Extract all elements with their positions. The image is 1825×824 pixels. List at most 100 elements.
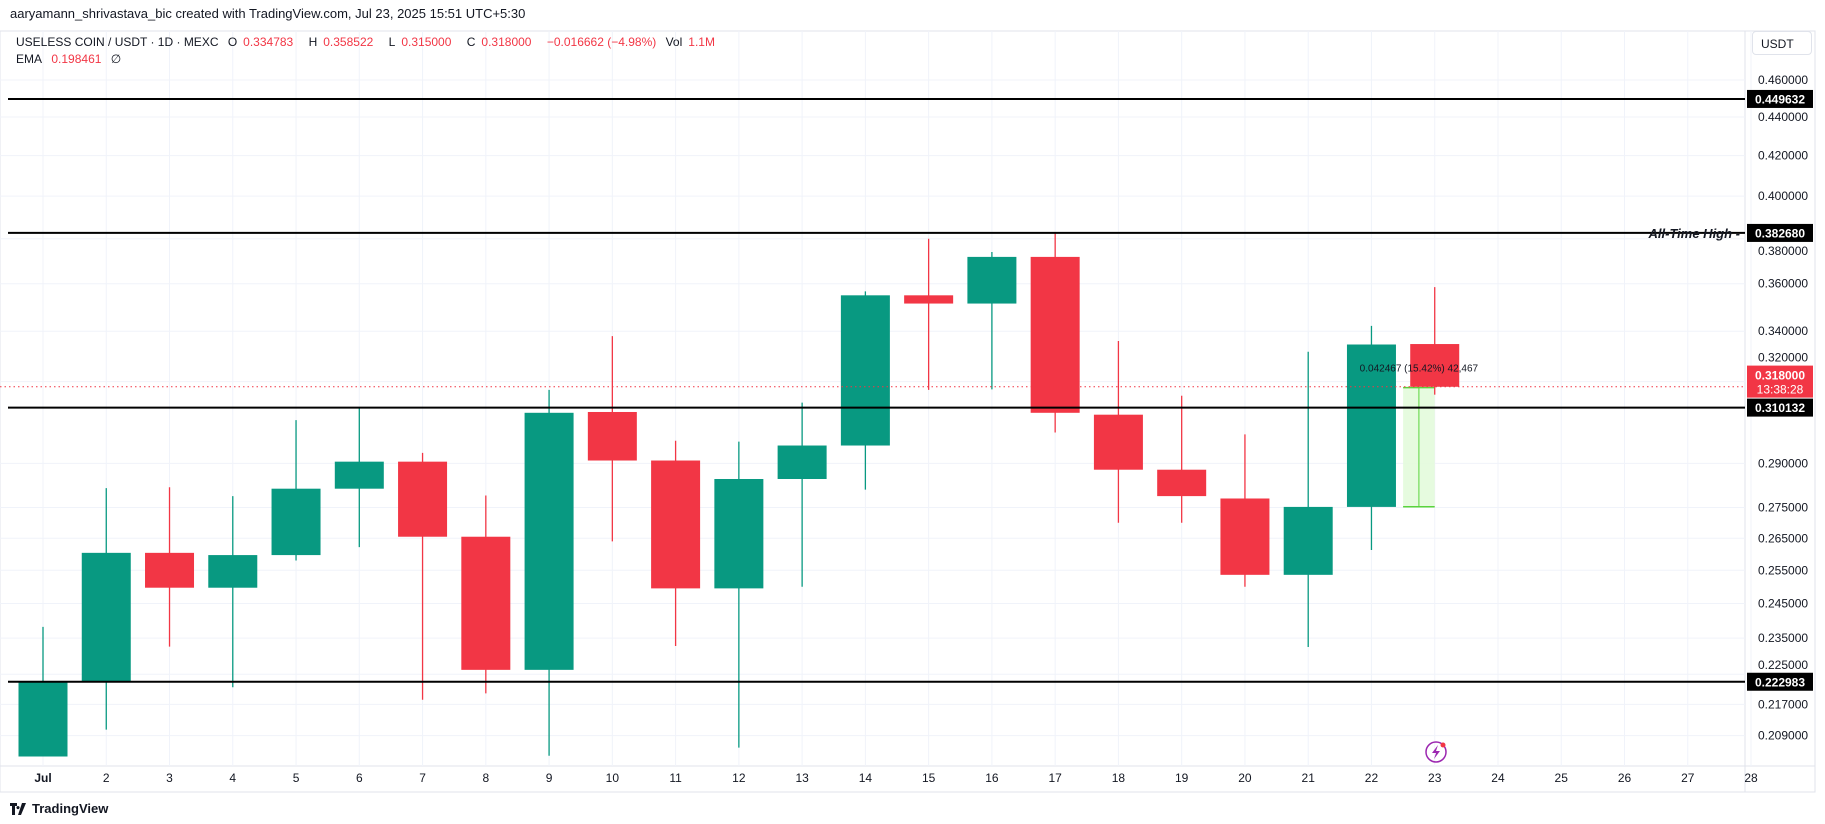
candle-body (524, 412, 574, 670)
volume-label: Vol (665, 35, 683, 49)
open-label: O (227, 35, 238, 49)
y-tick-label: 0.320000 (1758, 351, 1808, 365)
x-tick-label: 23 (1428, 771, 1442, 785)
level-price-tag (1747, 672, 1813, 691)
x-tick-label: 17 (1048, 771, 1062, 785)
open-value: O 0.334783 (228, 35, 299, 49)
y-tick-label: 0.440000 (1758, 110, 1808, 124)
x-tick-label: 19 (1175, 771, 1189, 785)
candle-body (651, 460, 701, 589)
level-price-tag (1747, 89, 1813, 108)
chart-attribution: aaryamann_shrivastava_bic created with T… (10, 6, 526, 21)
candle-body (587, 411, 637, 461)
x-tick-label: 22 (1365, 771, 1379, 785)
candle-body (1030, 256, 1080, 413)
candle-body (1410, 344, 1460, 387)
candle-body (145, 552, 195, 588)
low-label: L (388, 35, 396, 49)
candle-body (398, 461, 448, 537)
x-tick-label: 12 (732, 771, 746, 785)
countdown-label: 13:38:28 (1757, 383, 1804, 397)
x-tick-label: 7 (419, 771, 426, 785)
level-price-tag (1747, 398, 1813, 417)
candle-body (1346, 344, 1396, 507)
x-tick-label: 25 (1555, 771, 1569, 785)
symbol-title[interactable]: USELESS COIN / USDT · 1D · MEXC (16, 35, 219, 49)
x-tick-label: 11 (669, 771, 682, 785)
candle-body (904, 295, 954, 304)
chart-frame (0, 30, 1816, 793)
candle-body (714, 478, 764, 589)
y-tick-label: 0.360000 (1758, 277, 1808, 291)
ema-row[interactable]: EMA 0.198461 ∅ (16, 51, 727, 68)
x-tick-label: 18 (1112, 771, 1126, 785)
x-tick-label: 15 (922, 771, 936, 785)
low-number: 0.315000 (401, 35, 452, 49)
x-tick-label: 8 (482, 771, 489, 785)
y-tick-label: 0.225000 (1758, 658, 1808, 672)
open-number: 0.334783 (243, 35, 294, 49)
x-tick-label: 6 (356, 771, 363, 785)
y-tick-label: 0.380000 (1758, 244, 1808, 258)
volume-number: 1.1M (688, 35, 715, 49)
y-tick-label: 0.290000 (1758, 456, 1808, 470)
y-tick-label: 0.255000 (1758, 563, 1808, 577)
ohlc-row: USELESS COIN / USDT · 1D · MEXC O 0.33478… (16, 34, 727, 51)
footer-brand-name: TradingView (32, 801, 109, 816)
lightning-icon (1432, 745, 1440, 759)
x-tick-label: Jul (34, 771, 51, 785)
candle-body (18, 682, 68, 757)
x-tick-label: 14 (859, 771, 873, 785)
candle-body (840, 295, 890, 446)
level-price-label: 0.222983 (1755, 675, 1805, 689)
candle-body (81, 552, 131, 683)
x-tick-label: 21 (1302, 771, 1316, 785)
candle-body (334, 461, 384, 489)
x-tick-label: 26 (1618, 771, 1632, 785)
x-tick-label: 10 (606, 771, 620, 785)
x-tick-label: 3 (166, 771, 173, 785)
y-tick-label: 0.209000 (1758, 729, 1808, 743)
y-tick-label: 0.235000 (1758, 631, 1808, 645)
candle-body (271, 488, 321, 556)
x-tick-label: 4 (229, 771, 236, 785)
ema-label: EMA (16, 52, 43, 66)
footer-brand: TradingView (10, 801, 108, 816)
close-value: C 0.318000 (467, 35, 538, 49)
y-tick-label: 0.460000 (1758, 73, 1808, 87)
y-tick-label: 0.420000 (1758, 149, 1808, 163)
candle-body (777, 445, 827, 479)
all-time-high-label: All-Time High - (1648, 226, 1740, 241)
candle-body (461, 536, 511, 670)
x-tick-label: 24 (1491, 771, 1505, 785)
y-tick-label: 0.217000 (1758, 697, 1808, 711)
candle-body (208, 555, 258, 588)
low-value: L 0.315000 (389, 35, 458, 49)
ema-hidden-icon[interactable]: ∅ (110, 52, 122, 66)
x-tick-label: 16 (985, 771, 999, 785)
change-value: −0.016662 (−4.98%) (546, 35, 657, 49)
ema-value: 0.198461 (51, 52, 102, 66)
measure-label: 0.042467 (15.42%) 42,467 (1360, 364, 1479, 375)
y-tick-label: 0.265000 (1758, 531, 1808, 545)
x-tick-label: 13 (795, 771, 809, 785)
y-tick-label: 0.275000 (1758, 501, 1808, 515)
candle-body (1093, 414, 1143, 470)
lightning-alert-icon[interactable] (1425, 741, 1447, 763)
candle-body (1220, 498, 1270, 575)
tradingview-logo-icon (10, 802, 26, 815)
x-tick-label: 9 (546, 771, 553, 785)
symbol-legend: USELESS COIN / USDT · 1D · MEXC O 0.33478… (16, 34, 727, 68)
x-tick-label: 20 (1238, 771, 1252, 785)
candle-body (1283, 506, 1333, 575)
x-tick-label: 27 (1681, 771, 1695, 785)
close-label: C (466, 35, 476, 49)
level-price-label: 0.449632 (1755, 92, 1805, 106)
alert-dot (1440, 742, 1446, 748)
last-price-tag (1747, 365, 1813, 398)
level-price-label: 0.382680 (1755, 226, 1805, 240)
y-tick-label: 0.340000 (1758, 324, 1808, 338)
candle-body (1157, 469, 1207, 497)
high-number: 0.358522 (323, 35, 374, 49)
